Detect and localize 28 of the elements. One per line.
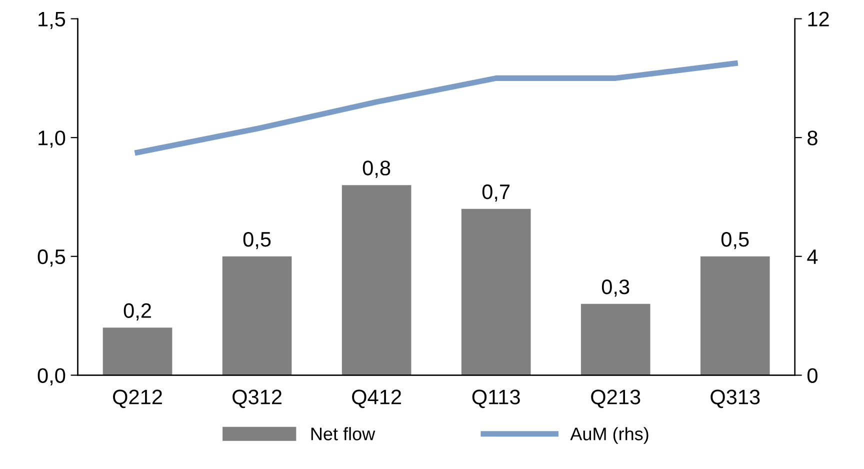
- bar: [461, 208, 531, 376]
- x-tick-label: Q312: [232, 390, 282, 408]
- legend-label: Net flow: [311, 427, 376, 440]
- data-label: 0,5: [243, 232, 271, 250]
- y2-tick-label: 12: [808, 12, 829, 26]
- y2-tick-label: 8: [808, 130, 818, 146]
- x-tick-label: Q113: [472, 390, 520, 408]
- x-tick-label: Q313: [710, 390, 760, 408]
- bar: [342, 185, 412, 376]
- x-tick-label: Q213: [591, 390, 640, 408]
- y2-tick-label: 0: [808, 368, 818, 383]
- bar: [222, 256, 292, 376]
- data-label: 0,2: [124, 303, 151, 320]
- y2-tick-label: 4: [807, 250, 818, 264]
- y-tick-label: 0,0: [38, 368, 66, 386]
- bar: [700, 256, 770, 376]
- bar: [102, 328, 172, 376]
- x-tick-label: Q412: [352, 390, 401, 408]
- y-tick-label: 0,5: [38, 249, 66, 267]
- data-label: 0,3: [602, 279, 630, 297]
- y-tick-label: 1,0: [38, 130, 66, 148]
- y-tick-label: 1,5: [38, 12, 66, 29]
- data-label: 0,8: [362, 160, 390, 178]
- data-label: 0,5: [721, 232, 749, 250]
- data-label: 0,7: [482, 184, 510, 202]
- legend-label: AuM (rhs): [570, 427, 648, 444]
- bar: [580, 304, 650, 376]
- x-tick-label: Q212: [113, 390, 162, 408]
